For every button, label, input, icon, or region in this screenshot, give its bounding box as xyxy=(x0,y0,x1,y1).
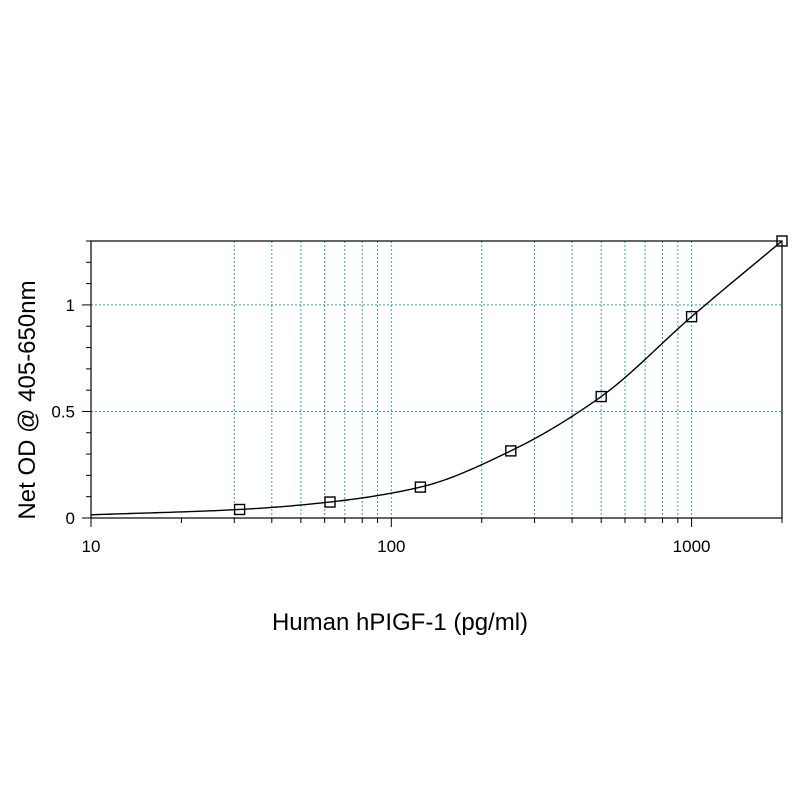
plot-frame xyxy=(90,240,783,519)
fitted-curve xyxy=(90,240,783,516)
data-point xyxy=(233,503,246,516)
data-point xyxy=(414,481,427,493)
x-tick-label: 100 xyxy=(377,537,405,556)
data-point xyxy=(776,235,788,247)
x-tick-label: 1000 xyxy=(673,537,711,556)
grid xyxy=(91,241,783,518)
axis-ticks xyxy=(82,240,783,527)
data-point xyxy=(595,390,607,403)
y-tick-label: 0 xyxy=(66,509,75,528)
data-markers xyxy=(233,235,788,516)
x-axis-title: Human hPIGF-1 (pg/ml) xyxy=(272,609,528,636)
data-point xyxy=(324,496,336,508)
y-tick-label: 0.5 xyxy=(51,402,75,421)
y-axis-title: Net OD @ 405-650nm xyxy=(14,280,41,519)
data-point xyxy=(505,445,517,457)
data-point xyxy=(685,310,698,323)
x-tick-label: 10 xyxy=(82,537,101,556)
tick-labels: 10 100 1000 0 0.5 1 xyxy=(51,296,710,556)
y-tick-label: 1 xyxy=(66,296,75,315)
